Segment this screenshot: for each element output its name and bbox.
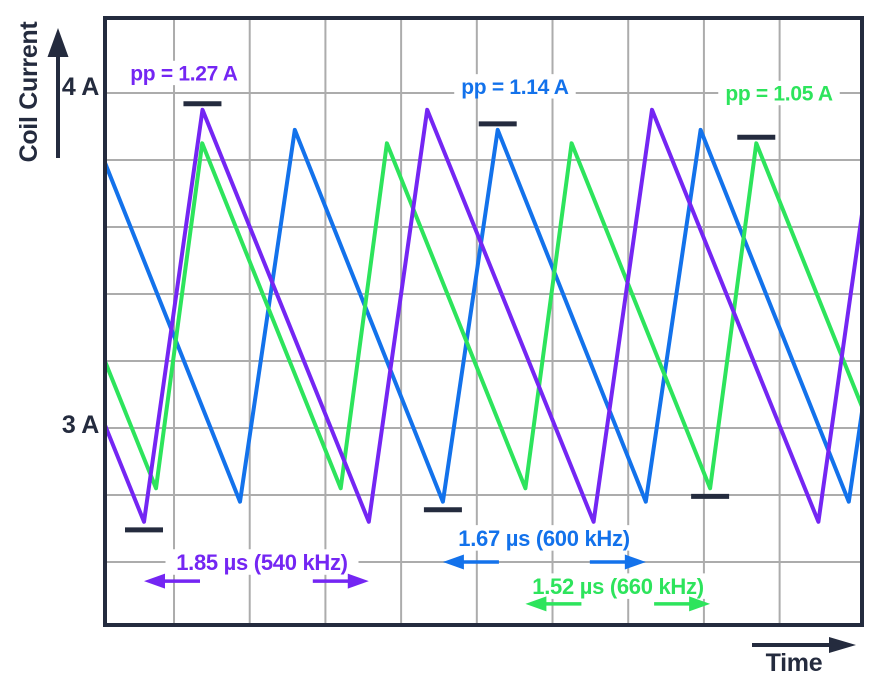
waveform-600kHz [105,127,862,504]
plot-border [103,16,864,627]
waveform-540kHz [105,107,862,524]
x-axis-arrow-head-icon [829,637,856,653]
waveform-660kHz [105,141,862,491]
period-label-600kHz: 1.67 µs (600 kHz) [458,526,629,551]
y-tick-label-4a: 4 A [62,73,99,101]
period-arrow-left-660kHz-head [525,596,547,612]
pp-marker-ticks [125,101,776,533]
pp-label-540kHz-bg [123,60,245,86]
period-label-660kHz: 1.52 µs (660 kHz) [532,574,703,599]
period-arrow-right-600kHz-head [624,554,646,570]
period-arrow-right-540kHz-head [347,573,369,589]
period-arrow-left-600kHz-head [442,554,464,570]
pp-label-600kHz: pp = 1.14 A [461,76,569,99]
pp-label-660kHz: pp = 1.05 A [725,83,833,106]
period-arrow-right-660kHz-head [689,596,711,612]
period-label-540kHz: 1.85 µs (540 kHz) [176,550,347,575]
period-label-660kHz-bg [521,573,715,599]
period-arrow-left-540kHz-head [144,573,166,589]
pp-label-540kHz: pp = 1.27 A [130,62,238,85]
y-axis-title: Coil Current [15,21,43,163]
annotations: pp = 1.27 A 1.85 µs (540 kHz) pp = 1.14 A 1… [123,60,840,612]
pp-label-660kHz-bg [718,80,840,106]
x-axis-title: Time [766,649,823,677]
y-axis-arrow-head-icon [47,28,69,57]
period-label-540kHz-bg [165,549,359,575]
y-tick-label-3a: 3 A [62,411,99,439]
pp-label-600kHz-bg [454,74,576,99]
period-label-600kHz-bg [447,525,641,551]
waveforms [105,107,862,524]
